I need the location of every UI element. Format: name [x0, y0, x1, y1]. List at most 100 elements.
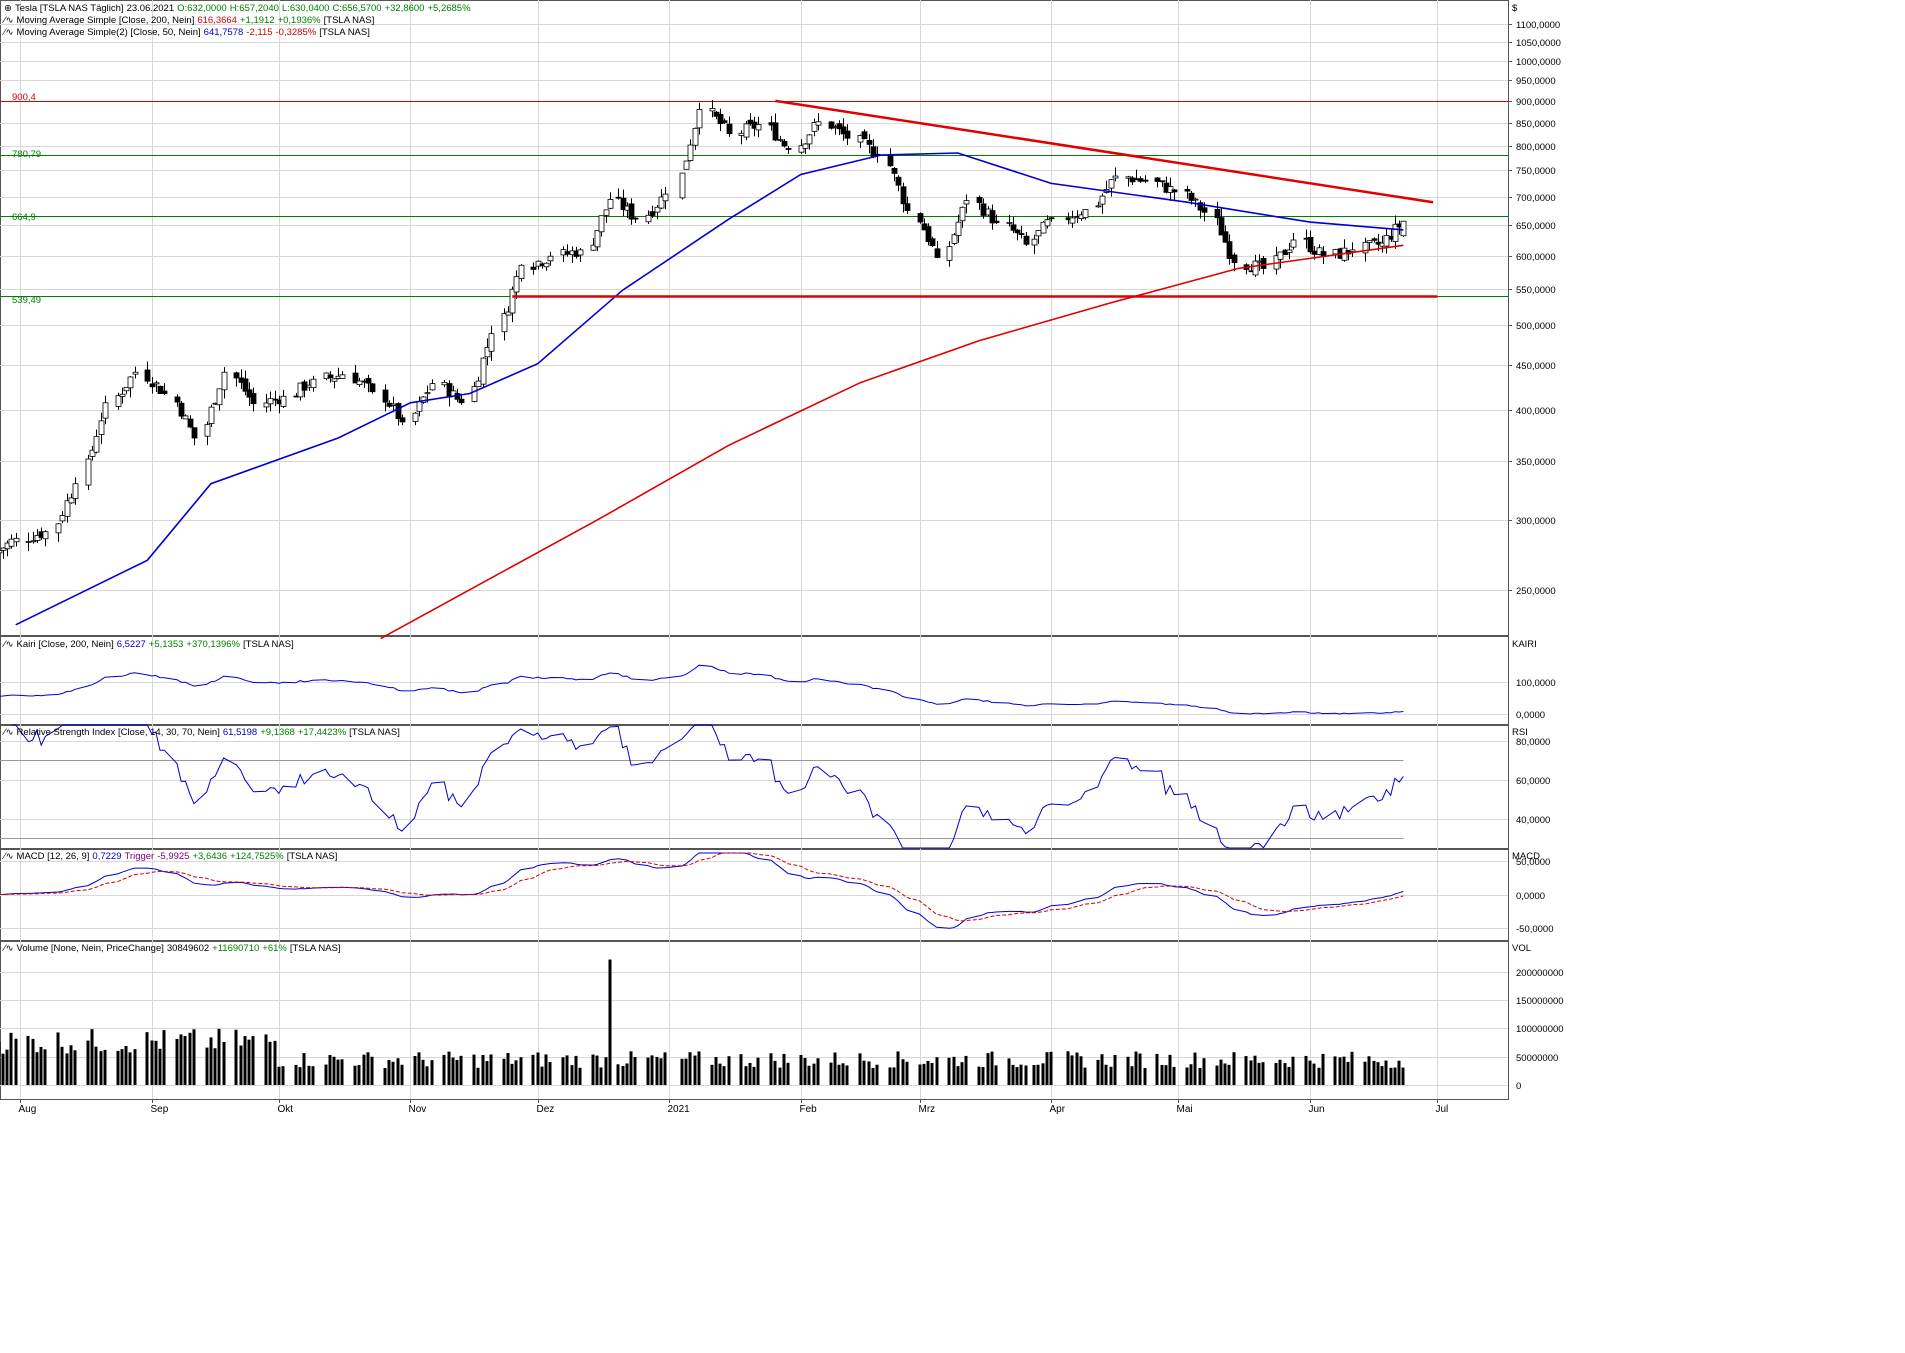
candle-down	[781, 140, 788, 147]
volume-bar	[94, 1046, 98, 1085]
candle-up	[263, 402, 270, 408]
trendline-resistance	[775, 99, 1434, 204]
volume-bar	[892, 1067, 896, 1085]
volume-bar	[1278, 1059, 1282, 1085]
candle-up	[85, 458, 92, 486]
volume-bar	[867, 1061, 871, 1085]
candle-up	[777, 139, 784, 141]
volume-bar	[489, 1054, 493, 1085]
volume-bar	[773, 1060, 777, 1085]
volume-bar	[86, 1040, 90, 1085]
macd-tick-label: 0,0000	[1516, 891, 1545, 902]
volume-bar	[561, 1057, 565, 1085]
candle-down	[395, 403, 402, 420]
candle-down	[891, 168, 898, 174]
candle-up	[743, 123, 750, 138]
volume-bar	[536, 1052, 540, 1085]
kairi-axis-title: KAIRI	[1512, 639, 1537, 650]
macd-legend[interactable]: ⁄∿ MACD [12, 26, 9] 0,7229 Trigger -5,9925 +3…	[4, 851, 340, 862]
volume-bar	[128, 1052, 132, 1085]
volume-bar	[935, 1057, 939, 1085]
candle-up	[645, 214, 652, 223]
volume-bar	[1113, 1055, 1117, 1085]
volume-bar	[986, 1053, 990, 1085]
candle-up	[1277, 251, 1284, 260]
price-tick-label: 1000,0000	[1516, 57, 1561, 68]
candle-up	[963, 200, 970, 205]
kairi-legend[interactable]: ⁄∿ Kairi [Close, 200, Nein] 6,5227 +5,1353 +…	[4, 639, 297, 650]
volume-bar	[222, 1042, 226, 1085]
volume-bar	[103, 1049, 107, 1085]
volume-bar	[1367, 1056, 1371, 1085]
sma200-change: +1,1912	[239, 15, 275, 26]
candle-down	[1214, 208, 1221, 219]
candle-up	[208, 406, 215, 424]
volume-bar	[1227, 1064, 1231, 1085]
price-tick-label: 300,0000	[1516, 516, 1556, 527]
volume-bar	[188, 1032, 192, 1085]
volume-bar	[357, 1064, 361, 1085]
candle-up	[42, 531, 49, 540]
month-label: Dez	[537, 1104, 555, 1115]
candle-up	[687, 144, 694, 161]
chart-canvas[interactable]: Aug Sep Okt Nov Dez 2021 Feb Mrz Apr Mai Jun Jul 110…	[0, 0, 1568, 1117]
volume-bar	[1172, 1066, 1176, 1085]
macd-tick-label: -50,0000	[1516, 924, 1554, 935]
volume-bar	[336, 1059, 340, 1085]
sma200-legend[interactable]: ⁄∿ Moving Average Simple [Close, 200, Nei…	[4, 15, 377, 26]
instrument-title: Tesla [TSLA NAS Täglich]	[14, 3, 124, 14]
volume-bar	[324, 1064, 328, 1085]
candlestick-series	[0, 100, 1407, 559]
volume-bar	[0, 1041, 1, 1085]
volume-bar	[183, 1035, 187, 1085]
candle-down	[1023, 235, 1030, 245]
volume-bar	[1, 1053, 5, 1085]
candle-up	[480, 357, 487, 385]
chart-window: Aug Sep Okt Nov Dez 2021 Feb Mrz Apr Mai Jun Jul 110…	[0, 0, 1568, 1117]
candle-down	[1137, 178, 1144, 182]
candle-down	[628, 203, 635, 220]
candle-down	[327, 374, 334, 379]
candle-up	[946, 246, 953, 261]
volume-bar	[578, 1067, 582, 1085]
volume-bar	[769, 1053, 773, 1085]
volume-bar	[1155, 1053, 1159, 1085]
volume-bar	[1185, 1067, 1189, 1085]
volume-bar	[684, 1058, 688, 1085]
candle-up	[267, 398, 274, 405]
volume-bar	[31, 1038, 35, 1085]
sma200-line	[380, 244, 1404, 640]
rsi-label: Relative Strength Index [Close, 14, 30, …	[16, 727, 220, 738]
candle-down	[925, 226, 932, 242]
volume-bar	[616, 1064, 620, 1085]
volume-bar	[362, 1054, 366, 1085]
kairi-tick-label: 100,0000	[1516, 678, 1556, 689]
volume-bar	[1066, 1051, 1070, 1085]
candle-down	[382, 389, 389, 403]
price-tick-label: 500,0000	[1516, 321, 1556, 332]
volume-bar	[1164, 1065, 1168, 1085]
volume-bar	[35, 1052, 39, 1085]
candle-down	[301, 381, 308, 391]
candle-up	[68, 497, 75, 504]
volume-bar	[544, 1054, 548, 1085]
sma50-change: -2,115	[246, 27, 273, 38]
volume-legend[interactable]: ⁄∿ Volume [None, Nein, PriceChange] 308496…	[4, 943, 344, 954]
candle-up	[98, 420, 105, 435]
sma50-line	[15, 152, 1404, 626]
volume-bar	[56, 1032, 60, 1085]
month-label: Nov	[409, 1104, 427, 1115]
volume-bar	[858, 1053, 862, 1085]
volume-bar	[1070, 1055, 1074, 1085]
volume-bar	[650, 1055, 654, 1085]
candle-down	[1201, 207, 1208, 213]
volume-bar	[901, 1059, 905, 1085]
candle-down	[1197, 202, 1204, 211]
kairi-label: Kairi [Close, 200, Nein]	[16, 639, 114, 650]
candle-up	[488, 333, 495, 352]
volume-bar	[277, 1066, 281, 1085]
volume-bar	[1363, 1061, 1367, 1085]
rsi-legend[interactable]: ⁄∿ Relative Strength Index [Close, 14, 30…	[4, 727, 403, 738]
candle-up	[30, 540, 37, 543]
sma50-legend[interactable]: ⁄∿ Moving Average Simple(2) [Close, 50, N…	[4, 27, 373, 38]
